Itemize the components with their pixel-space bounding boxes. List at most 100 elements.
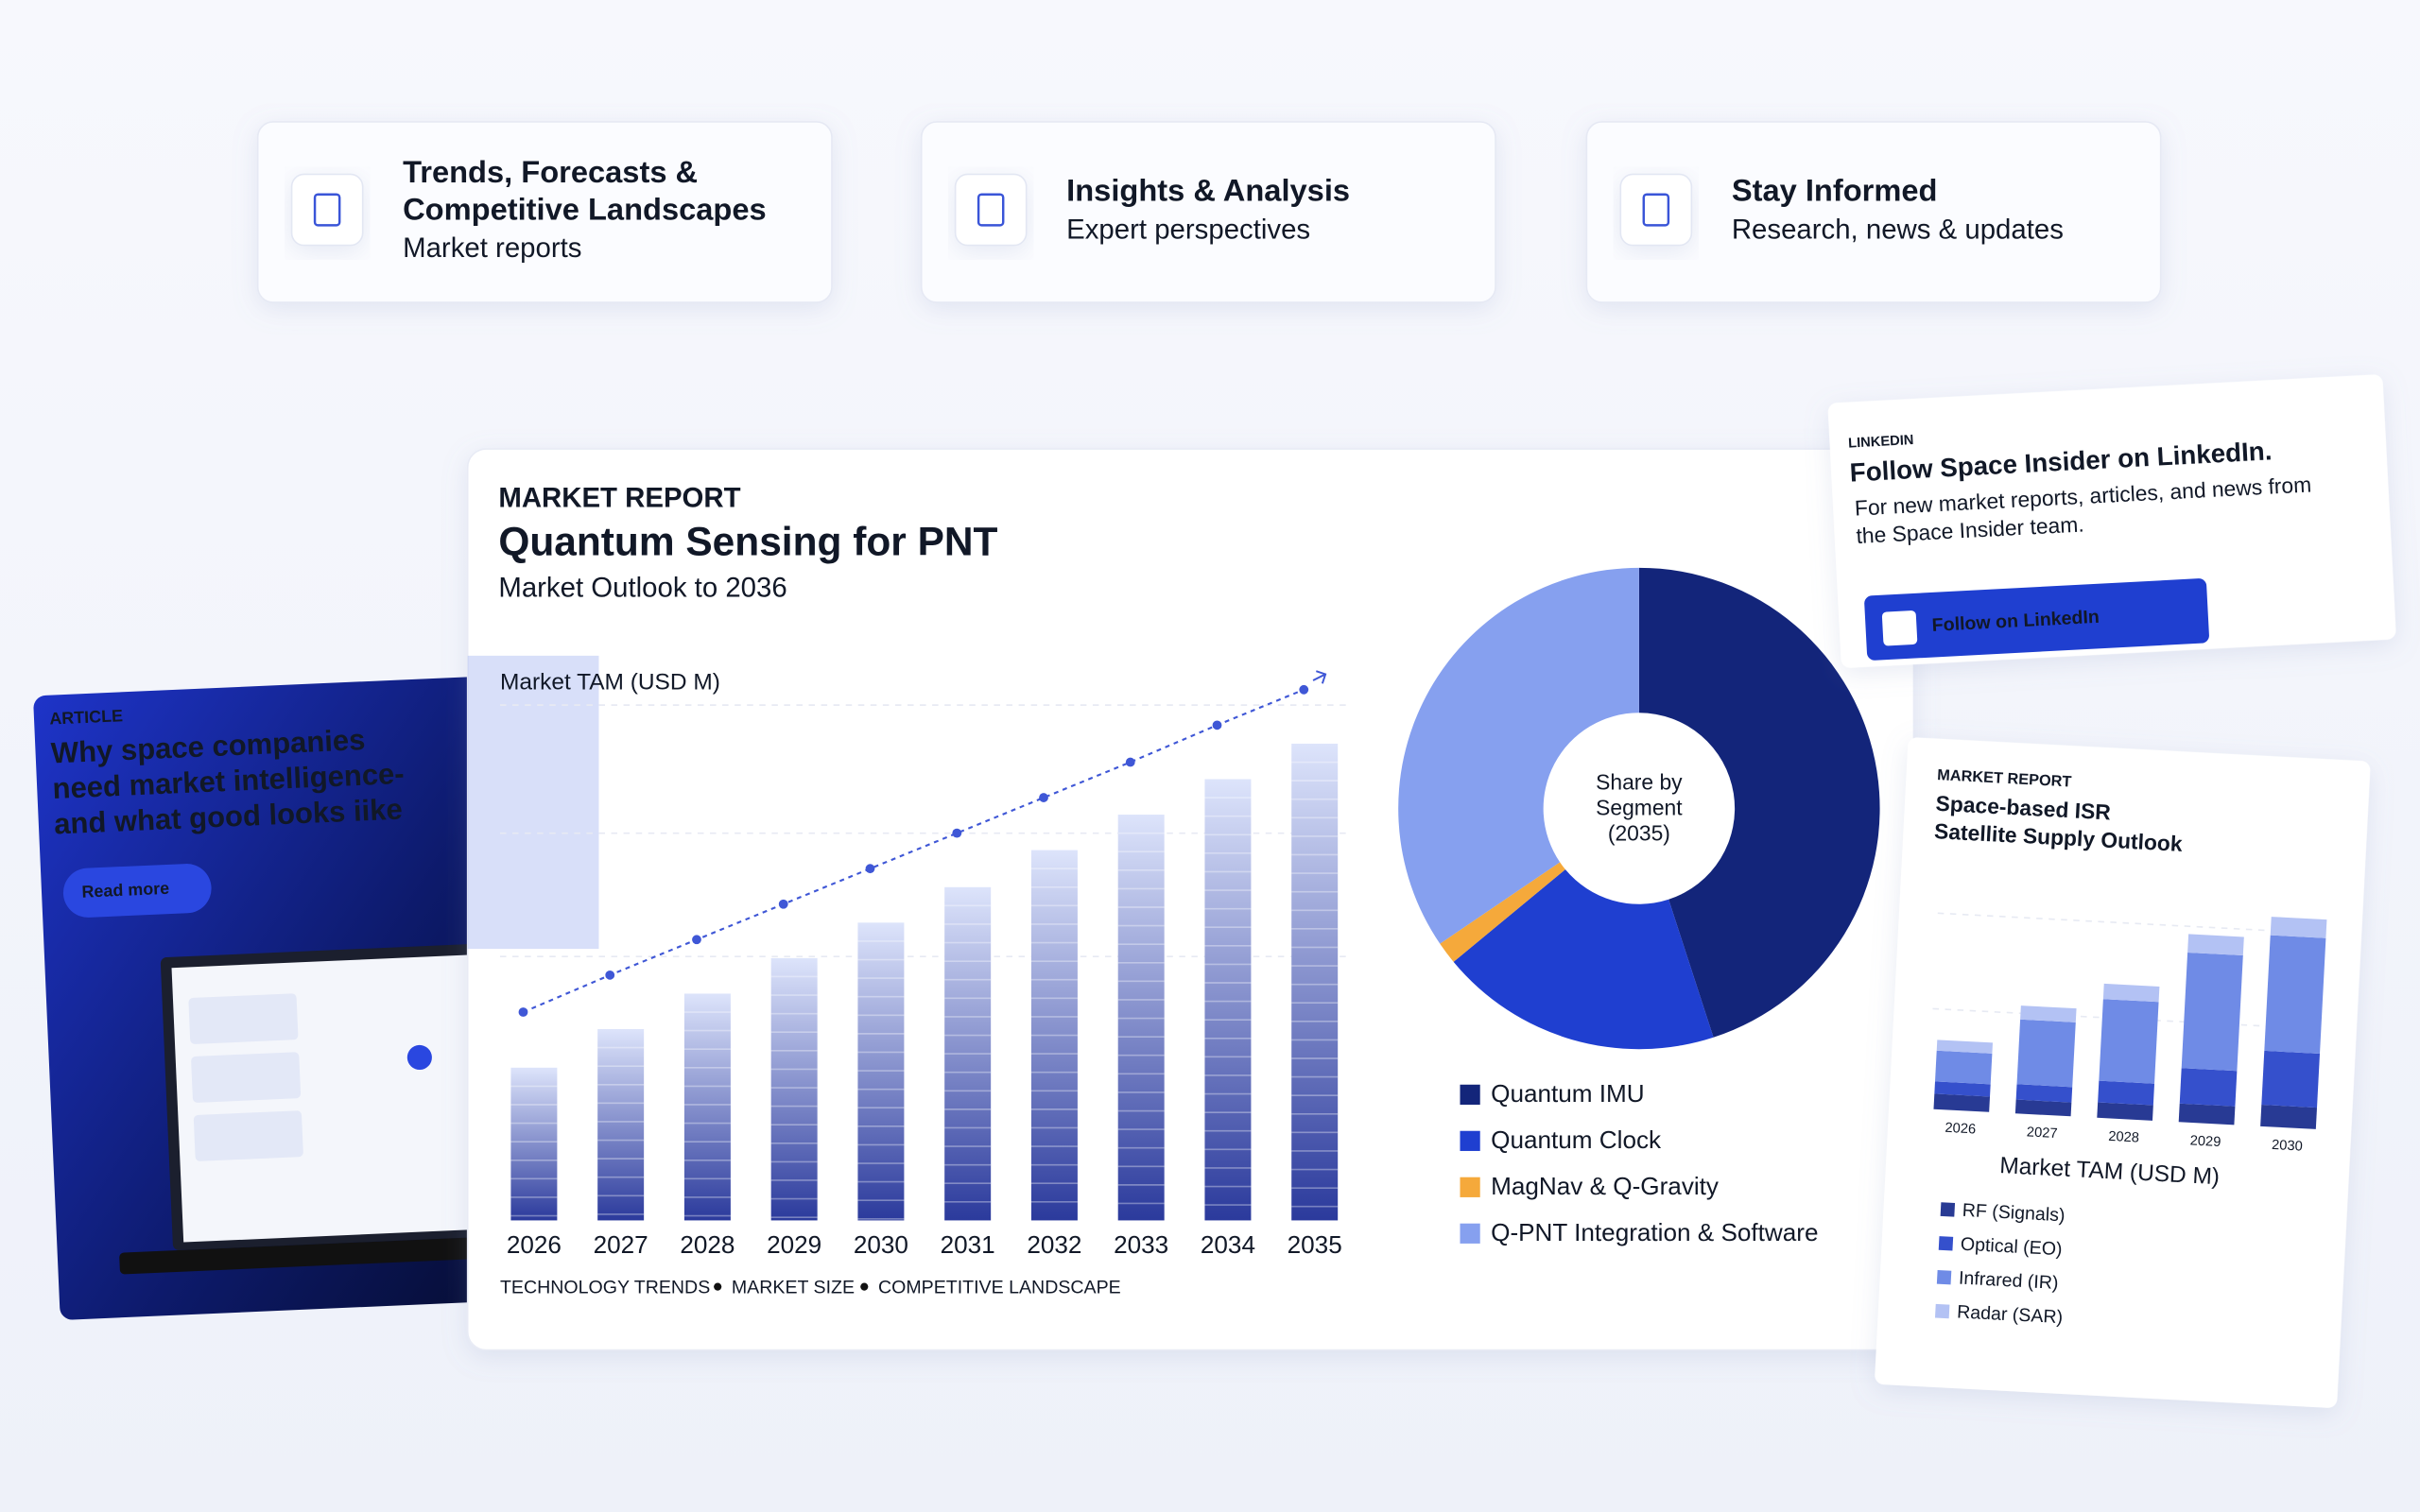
footer-bullet [714,1282,722,1291]
feature-card: Insights & Analysis Expert perspectives [920,121,1496,303]
feature-title: Competitive Landscapes [403,191,767,226]
legend-swatch [1938,1236,1954,1251]
card-bg [256,121,833,303]
trend-point [1299,684,1309,695]
bar [770,957,818,1221]
blur-overlay [467,655,599,950]
icon-box [290,173,364,247]
screen-block [191,1052,302,1103]
bar [1030,850,1078,1221]
y-axis-label: Market TAM (USD M) [500,670,720,696]
x-tick-label: 2029 [767,1230,821,1259]
pie-slice [1638,567,1880,1038]
report-label: MARKET REPORT [498,483,740,514]
card-bg [920,121,1496,303]
report-title: Quantum Sensing for PNT [498,520,997,564]
bar [857,922,905,1221]
icon-box [1619,173,1693,247]
bar [597,1028,645,1221]
trend-point [865,864,875,874]
stacked-bar [1936,1040,1994,1054]
legend-label: Infrared (IR) [1958,1267,2059,1293]
screen-block [193,1110,303,1161]
bar [944,886,992,1221]
feature-card: Stay Informed Research, news & updates [1585,121,2162,303]
x-tick-label: 2030 [854,1230,908,1259]
stacked-bar [2187,934,2244,956]
x-tick-label: 2027 [594,1230,648,1259]
stacked-bar [2178,1103,2236,1125]
center-label: Share by [1596,769,1683,794]
legend-swatch [1940,1202,1956,1217]
center-label: Segment [1596,795,1683,819]
trend-point [1125,757,1135,767]
stacked-bar [2181,952,2243,1072]
bar [1291,743,1339,1221]
stacked-bar [2179,1068,2238,1107]
feature-subtitle: Expert perspectives [1066,215,1310,246]
decor-line [1932,1007,2326,1030]
linkedin-button[interactable] [1864,578,2210,661]
x-tick-label: 2028 [680,1230,735,1259]
trend-arrow [1312,670,1327,684]
stacked-bar [2102,983,2160,1003]
stacked-bar [2097,1102,2153,1121]
bar [683,993,731,1221]
screen-node [406,1044,432,1071]
stacked-bar [2020,1005,2077,1022]
x-tick-label: 2028 [2108,1129,2139,1146]
trend-point [518,1007,528,1017]
x-tick-label: 2030 [2272,1138,2303,1155]
stacked-bar [2264,935,2326,1055]
legend-label: Quantum IMU [1491,1079,1645,1108]
legend-swatch [1460,1177,1480,1197]
legend-label: Quantum Clock [1491,1125,1662,1154]
stacked-bar [1933,1093,1991,1112]
icon [1642,193,1670,227]
trend-point [605,970,615,980]
x-tick-label: 2034 [1201,1230,1255,1259]
stacked-bar [2098,1080,2155,1106]
legend-swatch [1936,1269,1952,1285]
footer-bullet [860,1282,869,1291]
icon-box [954,173,1028,247]
trend-point [952,828,962,838]
article-label: ARTICLE [49,706,124,728]
x-tick-label: 2031 [941,1230,995,1259]
pie-slice [1453,869,1714,1050]
stacked-bar [2260,1104,2318,1129]
stacked-bar [2099,999,2159,1084]
trend-point [778,899,788,909]
bar [1204,779,1252,1221]
x-tick-label: 2033 [1114,1230,1168,1259]
laptop-base [119,1236,506,1275]
legend-swatch [1934,1303,1950,1319]
linkedin-icon [1881,610,1918,646]
footer-item: MARKET SIZE [732,1277,855,1297]
x-tick-label: 2026 [1945,1121,1976,1138]
pie-slice [1398,567,1639,944]
x-tick-label: 2032 [1027,1230,1081,1259]
icon [977,193,1005,227]
x-tick-label: 2029 [2189,1133,2221,1150]
legend-swatch [1460,1084,1480,1105]
feature-title: Trends, Forecasts & [403,154,698,189]
icon [313,193,341,227]
feature-title: Stay Informed [1732,173,1938,208]
x-tick-label: 2035 [1288,1230,1342,1259]
feature-title: Insights & Analysis [1066,173,1350,208]
footer-item: COMPETITIVE LANDSCAPE [878,1277,1121,1297]
decor-line [1937,912,2331,935]
stacked-bar [2270,917,2327,938]
x-tick-label: 2026 [507,1230,562,1259]
legend-swatch [1460,1223,1480,1244]
trend-point [1039,793,1048,802]
stacked-bar [2016,1019,2076,1088]
read-more-button[interactable] [62,863,213,919]
stacked-bar [2015,1084,2073,1103]
legend-swatch [1460,1130,1480,1151]
